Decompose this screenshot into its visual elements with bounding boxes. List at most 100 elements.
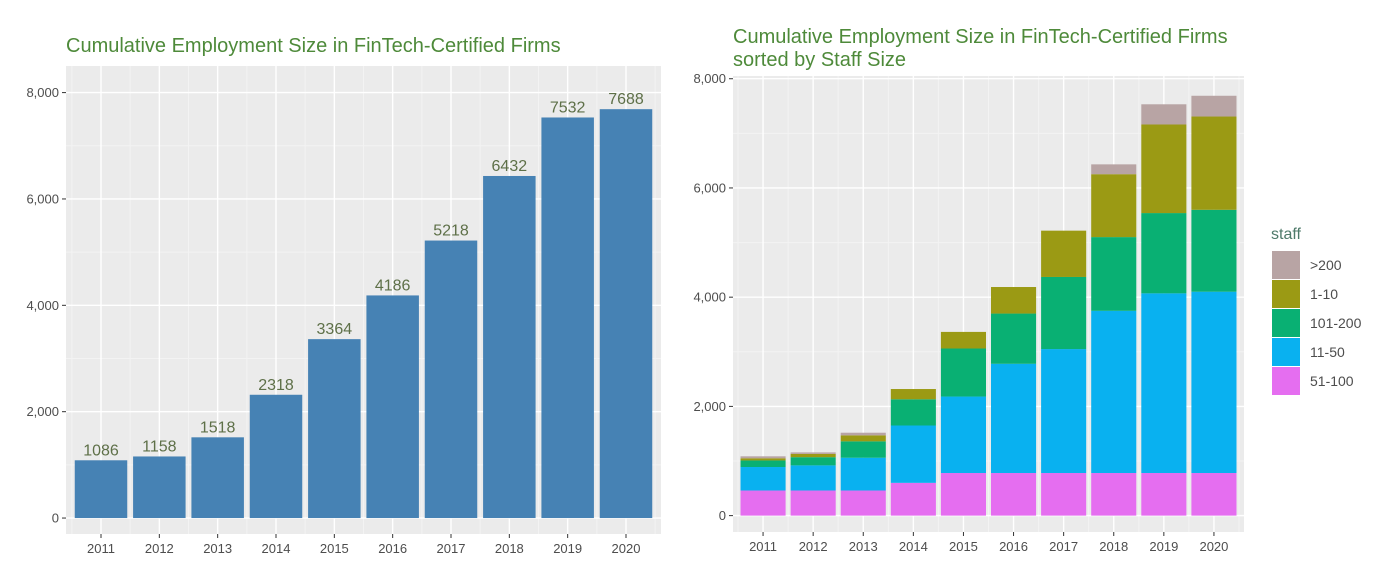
bar-segment	[991, 287, 1037, 314]
bar-segment	[790, 465, 836, 491]
x-tick-label: 2011	[749, 539, 777, 554]
bar-segment	[890, 425, 936, 483]
bar-segment	[890, 389, 936, 400]
bar-segment	[1141, 293, 1187, 474]
y-tick-label: 0	[52, 511, 59, 526]
data-label: 1518	[200, 419, 236, 436]
x-tick-label: 2018	[495, 541, 524, 556]
bar-segment	[1091, 473, 1137, 516]
bar-segment	[940, 348, 986, 397]
x-tick-label: 2017	[1049, 539, 1078, 554]
x-tick-label: 2018	[1099, 539, 1128, 554]
x-tick-label: 2011	[87, 541, 115, 556]
data-label: 1086	[83, 442, 119, 459]
bar-segment	[991, 313, 1037, 364]
x-tick-label: 2017	[437, 541, 466, 556]
bar	[74, 460, 128, 519]
legend-swatch	[1272, 309, 1300, 337]
bar-segment	[1191, 473, 1237, 516]
x-tick-label: 2014	[262, 541, 291, 556]
y-tick-label: 4,000	[26, 298, 59, 313]
x-tick-label: 2015	[320, 541, 349, 556]
bar-segment	[1041, 276, 1087, 350]
x-tick-label: 2016	[378, 541, 407, 556]
bar-segment	[1191, 291, 1237, 474]
bar	[366, 295, 419, 519]
bar-segment	[991, 473, 1037, 516]
data-label: 3364	[317, 321, 353, 338]
bar-segment	[1191, 95, 1237, 117]
bar-segment	[1091, 310, 1137, 474]
bar	[599, 109, 653, 519]
bar-segment	[1041, 473, 1087, 516]
legend-swatch	[1272, 367, 1300, 395]
bar-segment	[740, 467, 786, 491]
y-tick-label: 2,000	[26, 404, 59, 419]
data-label: 6432	[492, 158, 528, 175]
bar-segment	[1091, 164, 1137, 175]
bar-segment	[1091, 174, 1137, 238]
bar-segment	[1141, 213, 1187, 294]
bar-segment	[1141, 473, 1187, 516]
bar	[308, 339, 361, 519]
x-tick-label: 2012	[799, 539, 828, 554]
bar-segment	[790, 457, 836, 466]
legend-label: 11-50	[1310, 344, 1345, 360]
x-tick-label: 2020	[612, 541, 641, 556]
bar-segment	[1091, 237, 1137, 311]
data-label: 7688	[608, 91, 644, 108]
bar-segment	[790, 490, 836, 516]
bar-segment	[1191, 209, 1237, 292]
data-label: 5218	[433, 223, 469, 240]
bar-segment	[740, 490, 786, 516]
chart-subtitle: sorted by Staff Size	[733, 49, 906, 71]
bar-segment	[890, 399, 936, 426]
bar-segment	[740, 458, 786, 461]
x-tick-label: 2013	[849, 539, 878, 554]
bar-segment	[1041, 230, 1087, 277]
bar-segment	[840, 435, 886, 442]
bar-segment	[840, 490, 886, 516]
bar	[424, 240, 478, 519]
x-tick-label: 2020	[1199, 539, 1228, 554]
legend-swatch	[1272, 280, 1300, 308]
bar-segment	[1041, 349, 1087, 474]
y-tick-label: 8,000	[693, 71, 726, 86]
legend-swatch	[1272, 338, 1300, 366]
legend-label: 1-10	[1310, 286, 1338, 302]
x-tick-label: 2016	[999, 539, 1028, 554]
legend-label: >200	[1310, 257, 1342, 273]
bar-segment	[890, 482, 936, 516]
bar-segment	[940, 331, 986, 349]
bar-segment	[790, 452, 836, 454]
x-tick-label: 2014	[899, 539, 928, 554]
bar	[133, 456, 186, 519]
legend-label: 101-200	[1310, 315, 1362, 331]
plot-panel	[66, 66, 661, 534]
bar	[483, 175, 536, 519]
y-tick-label: 2,000	[693, 399, 726, 414]
bar-segment	[740, 460, 786, 468]
x-tick-label: 2019	[553, 541, 582, 556]
bar-segment	[940, 473, 986, 516]
y-tick-label: 6,000	[26, 191, 59, 206]
bar-segment	[1141, 124, 1187, 214]
data-label: 1158	[142, 438, 177, 455]
y-tick-label: 8,000	[26, 85, 59, 100]
data-label: 2318	[258, 377, 294, 394]
legend-swatch	[1272, 251, 1300, 279]
y-tick-label: 6,000	[693, 180, 726, 195]
legend-label: 51-100	[1310, 373, 1354, 389]
bar-segment	[991, 363, 1037, 474]
legend-title: staff	[1271, 226, 1302, 243]
bar-segment	[840, 432, 886, 436]
data-label: 4186	[375, 277, 411, 294]
plot-panel	[733, 76, 1244, 532]
data-label: 7532	[550, 99, 586, 116]
x-tick-label: 2013	[203, 541, 232, 556]
x-tick-label: 2015	[949, 539, 978, 554]
bar	[541, 117, 594, 519]
